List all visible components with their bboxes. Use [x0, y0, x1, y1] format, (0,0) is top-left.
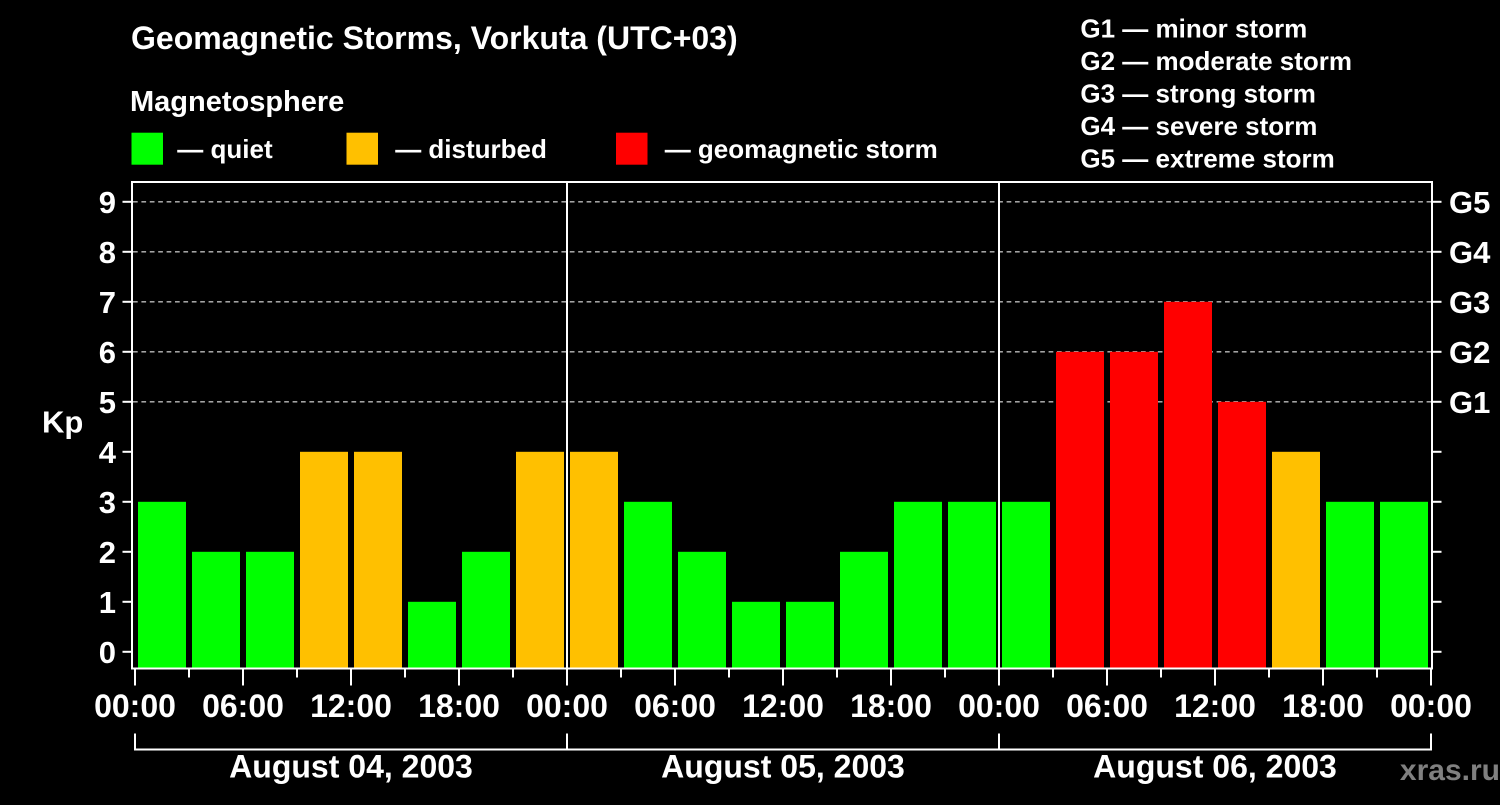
- svg-text:06:00: 06:00: [1066, 688, 1148, 724]
- svg-text:1: 1: [99, 585, 116, 620]
- svg-text:00:00: 00:00: [1390, 688, 1472, 724]
- svg-text:— quiet: — quiet: [177, 134, 273, 164]
- svg-text:G2 — moderate storm: G2 — moderate storm: [1080, 46, 1352, 76]
- svg-text:— disturbed: — disturbed: [395, 134, 547, 164]
- svg-text:18:00: 18:00: [1282, 688, 1364, 724]
- svg-text:G5: G5: [1449, 185, 1490, 220]
- svg-text:4: 4: [99, 435, 117, 470]
- svg-text:8: 8: [99, 235, 116, 270]
- svg-text:August 04, 2003: August 04, 2003: [229, 749, 473, 785]
- svg-text:August 05, 2003: August 05, 2003: [661, 749, 905, 785]
- svg-text:Kp: Kp: [42, 405, 83, 440]
- svg-text:G4 — severe storm: G4 — severe storm: [1080, 111, 1317, 141]
- svg-text:Magnetosphere: Magnetosphere: [130, 86, 344, 118]
- svg-text:12:00: 12:00: [310, 688, 392, 724]
- svg-text:5: 5: [99, 385, 116, 420]
- svg-text:— geomagnetic storm: — geomagnetic storm: [665, 134, 938, 164]
- svg-text:18:00: 18:00: [850, 688, 932, 724]
- svg-text:G4: G4: [1449, 235, 1491, 270]
- svg-text:12:00: 12:00: [742, 688, 824, 724]
- svg-text:G1: G1: [1449, 385, 1490, 420]
- svg-text:Geomagnetic Storms, Vorkuta (U: Geomagnetic Storms, Vorkuta (UTC+03): [131, 20, 738, 56]
- svg-text:2: 2: [99, 535, 116, 570]
- svg-text:G2: G2: [1449, 335, 1490, 370]
- svg-text:G1 — minor storm: G1 — minor storm: [1080, 14, 1307, 44]
- svg-text:6: 6: [99, 335, 116, 370]
- svg-text:12:00: 12:00: [1174, 688, 1256, 724]
- svg-text:xras.ru: xras.ru: [1400, 754, 1500, 787]
- svg-text:G3: G3: [1449, 285, 1490, 320]
- svg-text:7: 7: [99, 285, 116, 320]
- svg-text:00:00: 00:00: [94, 688, 176, 724]
- svg-text:G5 — extreme storm: G5 — extreme storm: [1080, 144, 1334, 174]
- svg-text:00:00: 00:00: [958, 688, 1040, 724]
- svg-text:9: 9: [99, 185, 116, 220]
- svg-text:0: 0: [99, 635, 116, 670]
- svg-text:3: 3: [99, 485, 116, 520]
- svg-text:06:00: 06:00: [202, 688, 284, 724]
- svg-text:18:00: 18:00: [418, 688, 500, 724]
- svg-text:G3 — strong storm: G3 — strong storm: [1080, 79, 1315, 109]
- svg-text:August 06, 2003: August 06, 2003: [1093, 749, 1337, 785]
- svg-text:06:00: 06:00: [634, 688, 716, 724]
- svg-text:00:00: 00:00: [526, 688, 608, 724]
